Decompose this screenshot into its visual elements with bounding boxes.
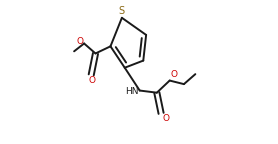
Text: O: O <box>88 76 95 85</box>
Text: O: O <box>76 37 83 46</box>
Text: O: O <box>170 70 177 79</box>
Text: HN: HN <box>125 87 138 96</box>
Text: S: S <box>119 6 125 16</box>
Text: O: O <box>163 114 170 123</box>
